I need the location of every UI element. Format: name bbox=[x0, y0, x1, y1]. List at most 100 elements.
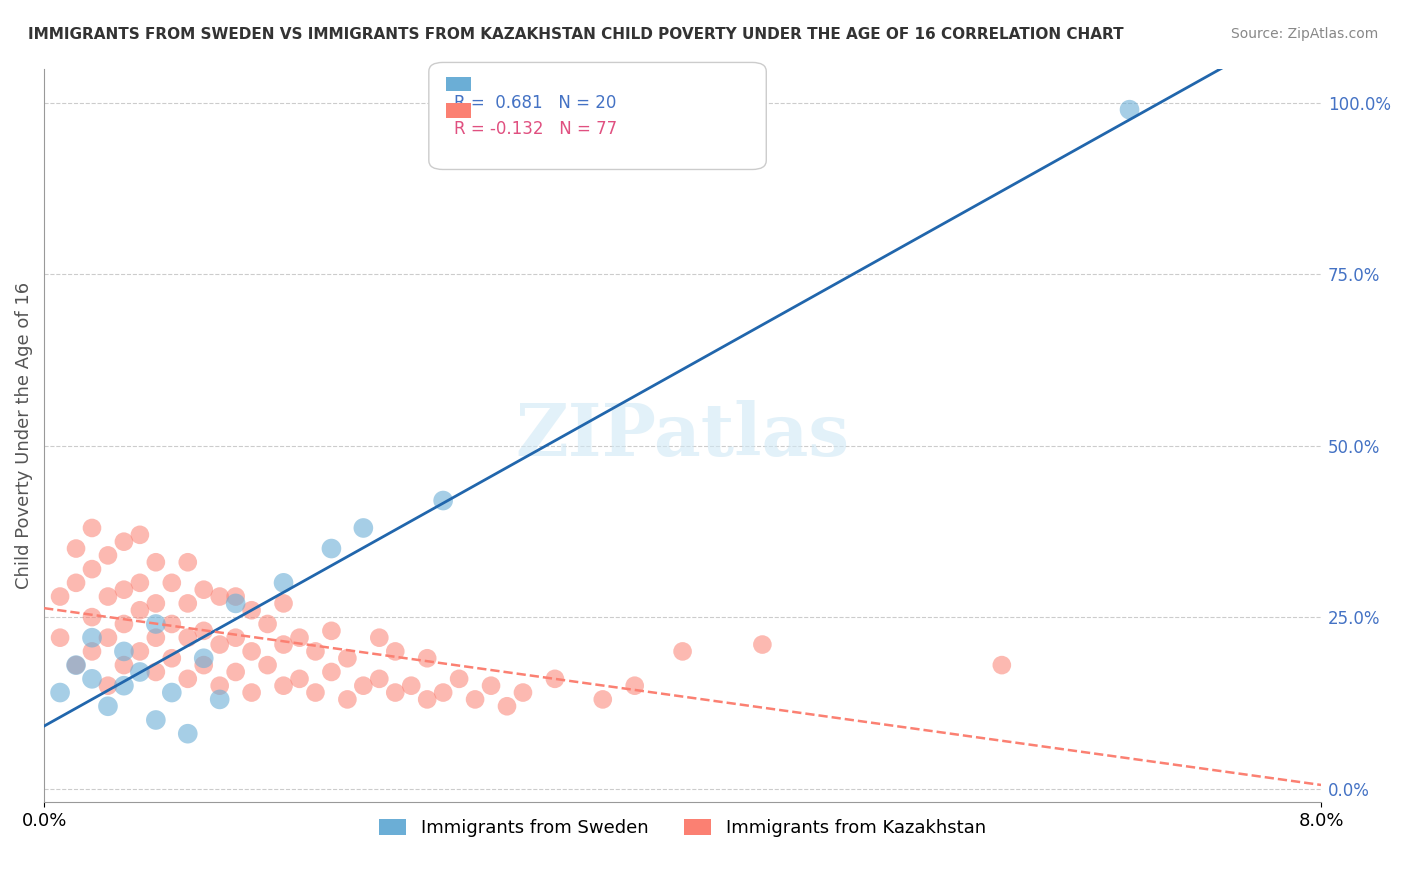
Point bbox=[225, 665, 247, 679]
Point bbox=[177, 727, 200, 741]
Point bbox=[449, 672, 471, 686]
Point bbox=[208, 638, 231, 652]
Point bbox=[336, 651, 359, 665]
Point bbox=[80, 644, 103, 658]
Point bbox=[97, 699, 120, 714]
Point bbox=[240, 644, 263, 658]
Point bbox=[65, 658, 87, 673]
Point bbox=[145, 665, 167, 679]
Point bbox=[352, 679, 374, 693]
Point bbox=[496, 699, 519, 714]
Point bbox=[479, 679, 502, 693]
Point bbox=[128, 603, 150, 617]
Point bbox=[592, 692, 614, 706]
Point bbox=[225, 590, 247, 604]
Text: R = -0.132   N = 77: R = -0.132 N = 77 bbox=[454, 120, 617, 138]
Point bbox=[145, 596, 167, 610]
Point bbox=[112, 534, 135, 549]
Point bbox=[128, 528, 150, 542]
Point bbox=[177, 631, 200, 645]
Text: ZIPatlas: ZIPatlas bbox=[516, 400, 849, 471]
Point bbox=[65, 541, 87, 556]
Point bbox=[751, 638, 773, 652]
Point bbox=[193, 624, 215, 638]
Point bbox=[80, 631, 103, 645]
Point bbox=[464, 692, 486, 706]
Point bbox=[193, 582, 215, 597]
Text: IMMIGRANTS FROM SWEDEN VS IMMIGRANTS FROM KAZAKHSTAN CHILD POVERTY UNDER THE AGE: IMMIGRANTS FROM SWEDEN VS IMMIGRANTS FRO… bbox=[28, 27, 1123, 42]
Point bbox=[49, 685, 72, 699]
Point bbox=[321, 624, 343, 638]
Point bbox=[288, 631, 311, 645]
Point bbox=[321, 665, 343, 679]
Point bbox=[416, 692, 439, 706]
Point bbox=[80, 610, 103, 624]
Point bbox=[177, 596, 200, 610]
Point bbox=[240, 603, 263, 617]
Point bbox=[256, 658, 278, 673]
Point bbox=[512, 685, 534, 699]
Point bbox=[193, 658, 215, 673]
Point bbox=[160, 617, 183, 632]
Point bbox=[49, 590, 72, 604]
Point bbox=[80, 521, 103, 535]
Point bbox=[177, 555, 200, 569]
Point bbox=[80, 672, 103, 686]
Point bbox=[432, 685, 454, 699]
Point bbox=[112, 658, 135, 673]
Point bbox=[273, 575, 295, 590]
Point bbox=[432, 493, 454, 508]
Point bbox=[208, 692, 231, 706]
Point bbox=[97, 679, 120, 693]
Point bbox=[177, 672, 200, 686]
Point bbox=[671, 644, 693, 658]
Point bbox=[49, 631, 72, 645]
Point bbox=[160, 575, 183, 590]
Point bbox=[128, 644, 150, 658]
Point bbox=[112, 679, 135, 693]
Point bbox=[288, 672, 311, 686]
Point bbox=[112, 582, 135, 597]
Point bbox=[80, 562, 103, 576]
Point bbox=[273, 679, 295, 693]
Point bbox=[368, 672, 391, 686]
Point bbox=[145, 617, 167, 632]
Point bbox=[352, 521, 374, 535]
Point bbox=[97, 631, 120, 645]
Point bbox=[112, 644, 135, 658]
Point bbox=[128, 575, 150, 590]
Point bbox=[256, 617, 278, 632]
Point bbox=[225, 631, 247, 645]
Text: R =  0.681   N = 20: R = 0.681 N = 20 bbox=[454, 94, 616, 112]
Point bbox=[304, 685, 326, 699]
Point bbox=[145, 555, 167, 569]
Point bbox=[623, 679, 645, 693]
Point bbox=[273, 596, 295, 610]
Point bbox=[208, 590, 231, 604]
Point bbox=[193, 651, 215, 665]
Point bbox=[112, 617, 135, 632]
Text: Source: ZipAtlas.com: Source: ZipAtlas.com bbox=[1230, 27, 1378, 41]
Point bbox=[1118, 103, 1140, 117]
Point bbox=[160, 651, 183, 665]
Point bbox=[368, 631, 391, 645]
Point bbox=[97, 549, 120, 563]
Point bbox=[991, 658, 1014, 673]
Point bbox=[97, 590, 120, 604]
Point bbox=[399, 679, 422, 693]
Point bbox=[65, 575, 87, 590]
Point bbox=[416, 651, 439, 665]
Point bbox=[145, 631, 167, 645]
Point bbox=[384, 685, 406, 699]
Point bbox=[544, 672, 567, 686]
Legend: Immigrants from Sweden, Immigrants from Kazakhstan: Immigrants from Sweden, Immigrants from … bbox=[373, 812, 993, 845]
Point bbox=[273, 638, 295, 652]
Point bbox=[145, 713, 167, 727]
Point bbox=[65, 658, 87, 673]
Point bbox=[225, 596, 247, 610]
Y-axis label: Child Poverty Under the Age of 16: Child Poverty Under the Age of 16 bbox=[15, 282, 32, 589]
Point bbox=[304, 644, 326, 658]
Point bbox=[336, 692, 359, 706]
Point bbox=[160, 685, 183, 699]
Point bbox=[321, 541, 343, 556]
